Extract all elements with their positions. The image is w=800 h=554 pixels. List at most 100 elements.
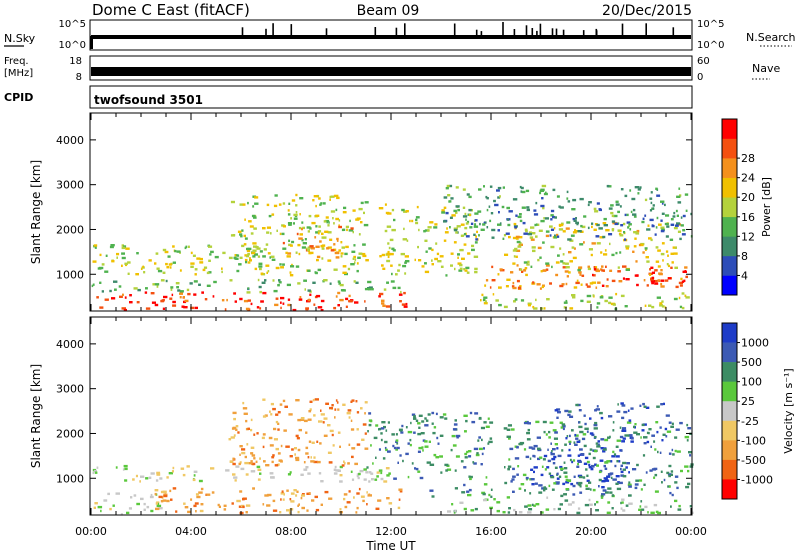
data-cell — [335, 399, 338, 402]
data-cell — [578, 425, 583, 429]
data-cell — [508, 235, 511, 239]
data-cell — [287, 252, 292, 255]
data-cell — [150, 292, 155, 295]
data-cell — [625, 268, 630, 271]
data-cell — [551, 488, 555, 491]
data-cell — [288, 223, 292, 226]
data-cell — [560, 260, 564, 263]
data-cell — [129, 301, 133, 304]
data-cell — [247, 253, 250, 256]
data-cell — [525, 455, 530, 459]
data-cell — [577, 507, 581, 510]
data-cell — [425, 250, 428, 253]
data-cell — [395, 273, 398, 276]
data-cell — [565, 266, 570, 269]
data-cell — [603, 224, 608, 227]
data-cell — [522, 473, 527, 477]
data-cell — [650, 266, 654, 269]
data-cell — [249, 257, 251, 260]
data-cell — [595, 442, 599, 445]
data-cell — [275, 266, 280, 270]
data-cell — [271, 213, 275, 216]
data-cell — [639, 505, 642, 508]
data-cell — [343, 460, 345, 463]
data-cell — [620, 470, 624, 474]
data-cell — [405, 260, 410, 263]
data-cell — [549, 282, 552, 285]
data-cell — [455, 231, 458, 234]
data-cell — [278, 459, 283, 462]
data-cell — [512, 286, 517, 290]
data-cell — [317, 460, 321, 464]
data-cell — [620, 402, 624, 405]
data-cell — [628, 224, 630, 227]
data-cell — [596, 242, 601, 245]
data-cell — [143, 271, 146, 274]
data-cell — [272, 454, 275, 457]
data-cell — [588, 201, 592, 204]
data-cell — [457, 262, 462, 265]
data-cell — [451, 434, 456, 438]
data-cell — [439, 416, 444, 419]
data-cell — [479, 447, 483, 451]
data-cell — [271, 456, 275, 459]
data-cell — [236, 269, 240, 273]
data-cell — [246, 443, 249, 446]
data-cell — [201, 291, 204, 294]
data-cell — [460, 460, 464, 463]
data-cell — [621, 501, 624, 504]
data-cell — [319, 442, 322, 445]
data-cell — [509, 447, 514, 451]
data-cell — [622, 475, 627, 478]
data-cell — [273, 204, 278, 208]
data-cell — [315, 508, 320, 512]
data-cell — [190, 262, 195, 265]
data-cell — [617, 229, 620, 232]
data-cell — [628, 494, 632, 497]
data-cell — [308, 251, 312, 255]
data-cell — [136, 252, 139, 255]
data-cell — [638, 508, 642, 511]
data-cell — [259, 290, 262, 294]
data-cell — [343, 497, 346, 501]
data-cell — [418, 426, 421, 429]
data-cell — [595, 235, 600, 238]
data-cell — [487, 442, 490, 445]
data-cell — [354, 301, 359, 304]
data-cell — [301, 246, 306, 249]
data-cell — [511, 285, 515, 288]
data-cell — [277, 284, 280, 287]
data-cell — [431, 259, 433, 262]
data-cell — [661, 305, 665, 308]
data-cell — [667, 485, 671, 488]
data-cell — [374, 478, 378, 481]
data-cell — [297, 510, 300, 514]
data-cell — [643, 436, 648, 439]
data-cell — [578, 481, 583, 485]
data-cell — [270, 476, 275, 479]
data-cell — [678, 187, 681, 190]
data-cell — [333, 306, 337, 310]
data-cell — [657, 511, 661, 515]
data-cell — [350, 400, 353, 403]
data-cell — [239, 297, 243, 301]
data-cell — [571, 208, 576, 211]
data-cell — [489, 437, 493, 440]
data-cell — [193, 293, 197, 296]
data-cell — [636, 433, 640, 436]
data-cell — [190, 306, 194, 310]
colorbar-label: Power [dB] — [760, 177, 773, 237]
data-cell — [499, 222, 502, 225]
colorbar-tick-label: 500 — [741, 356, 762, 369]
nsky-spike — [241, 27, 244, 36]
data-cell — [328, 461, 333, 464]
data-cell — [415, 218, 418, 222]
data-cell — [514, 457, 520, 460]
data-cell — [602, 450, 606, 453]
x-tick-label: 00:00 — [675, 525, 707, 538]
data-cell — [239, 461, 242, 464]
data-cell — [164, 493, 167, 496]
data-cell — [587, 265, 590, 268]
data-cell — [175, 510, 178, 513]
data-cell — [281, 232, 285, 236]
